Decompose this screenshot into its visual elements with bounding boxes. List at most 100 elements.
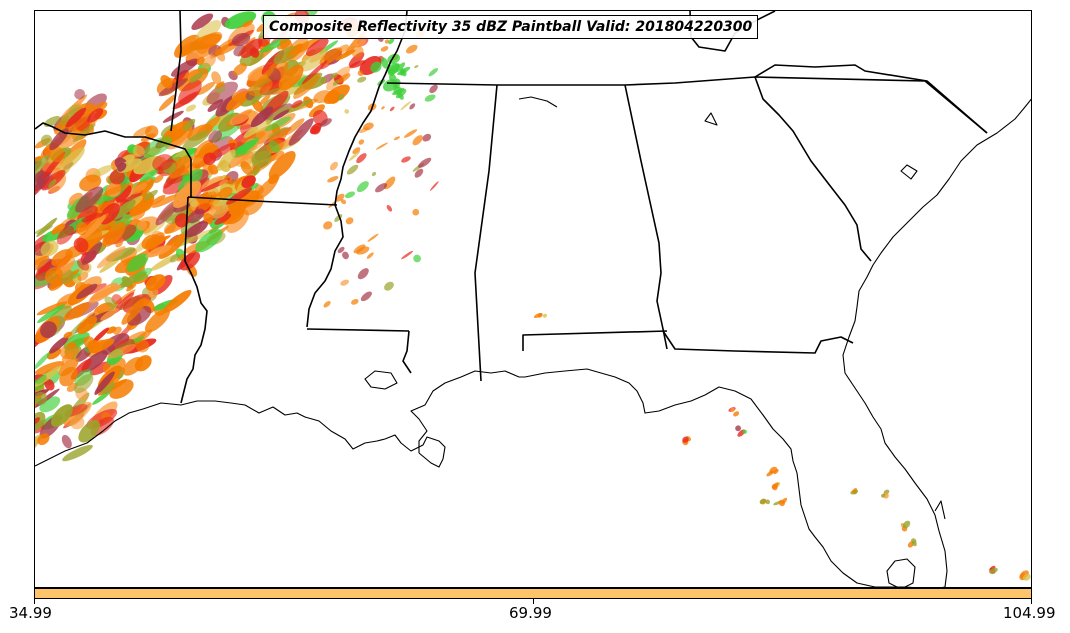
border-ga-sc-savannah <box>754 76 872 262</box>
precip-blob <box>233 63 247 76</box>
precip-blob <box>50 404 73 427</box>
precip-blob <box>730 407 735 412</box>
precip-blob <box>229 112 250 126</box>
precip-blob <box>409 103 416 110</box>
precip-blob <box>852 488 857 493</box>
coastline-texas <box>35 400 446 468</box>
precip-blob <box>158 78 188 97</box>
precip-blob <box>273 109 290 121</box>
precip-blob <box>92 327 110 344</box>
precip-blob <box>35 374 47 385</box>
precip-blob <box>151 194 180 208</box>
island-fl-keys <box>934 500 946 520</box>
precip-blob <box>542 313 547 318</box>
precip-blob <box>75 222 89 236</box>
precip-blob <box>158 233 187 259</box>
precip-blob <box>231 32 251 47</box>
precip-blob <box>61 434 72 449</box>
precip-blob <box>37 433 50 446</box>
precip-blob <box>346 164 359 175</box>
precip-blob <box>73 237 89 253</box>
precip-blob <box>35 361 65 375</box>
precip-blob <box>48 179 57 189</box>
precip-blob <box>356 181 369 193</box>
border-al-fl <box>522 330 668 351</box>
precip-blob <box>195 229 223 253</box>
precip-blob <box>305 38 329 57</box>
precip-blob <box>356 153 367 164</box>
precip-blob <box>386 205 393 212</box>
precip-blob <box>49 128 69 151</box>
precip-blob <box>100 308 119 321</box>
precip-blob <box>62 444 93 462</box>
precip-blob <box>252 150 272 169</box>
precip-blob <box>414 65 419 68</box>
precip-blob <box>91 164 114 178</box>
precip-blob <box>117 162 127 172</box>
precip-blob <box>735 425 742 432</box>
precip-blob <box>104 296 117 309</box>
precip-blob <box>358 139 365 145</box>
precip-blob <box>40 240 59 257</box>
precip-blob <box>160 74 173 89</box>
precip-blob <box>176 253 186 262</box>
lake-marion <box>900 164 918 180</box>
precip-blob <box>96 246 126 269</box>
precip-blob <box>370 61 382 73</box>
coastline-la-delta <box>410 98 1031 587</box>
precip-blob <box>383 79 398 92</box>
precip-blob <box>107 344 137 359</box>
precip-blob <box>35 234 48 258</box>
map-canvas <box>35 11 1031 587</box>
precip-blob <box>345 217 354 225</box>
precip-blob <box>357 70 364 77</box>
precip-blob <box>87 108 104 123</box>
precip-blob <box>81 212 102 223</box>
precip-blob <box>35 154 50 180</box>
border-tx-ok-red-river <box>35 122 192 160</box>
precip-blob <box>759 498 766 504</box>
precip-blob <box>35 255 50 275</box>
precip-blob <box>145 274 166 291</box>
precip-blob <box>183 229 212 245</box>
precip-blob <box>59 366 78 387</box>
precip-blob <box>207 164 219 175</box>
colorbar-tick-label-max: 104.99 <box>1003 604 1056 622</box>
precip-blob <box>327 176 339 183</box>
precip-blob <box>273 106 289 117</box>
precip-blob <box>44 378 55 391</box>
precip-blob <box>35 417 40 428</box>
precip-blob <box>168 155 193 179</box>
precip-blob <box>182 130 210 151</box>
border-ms-al <box>474 84 498 382</box>
precip-blob <box>284 118 305 136</box>
precip-blob <box>337 93 345 101</box>
precip-blob <box>202 54 216 69</box>
precip-blob <box>334 214 343 222</box>
precip-blob <box>240 38 263 58</box>
precip-blob <box>35 419 47 429</box>
precip-blob <box>203 152 217 165</box>
precip-blob <box>293 73 321 99</box>
precip-blob <box>217 149 236 171</box>
precip-blob <box>344 109 350 114</box>
precip-blob <box>79 174 102 192</box>
precip-blob <box>400 101 411 111</box>
precip-blob <box>113 292 135 314</box>
border-la-pearl <box>402 330 412 374</box>
precip-blob <box>259 94 271 106</box>
precip-blob <box>352 36 366 48</box>
precip-blob <box>881 493 886 498</box>
precip-blob <box>418 157 432 168</box>
precip-blob <box>59 107 83 126</box>
precip-blob <box>59 343 79 360</box>
precip-blob <box>742 429 747 434</box>
precip-blob <box>218 179 229 186</box>
precip-blob <box>1022 573 1031 581</box>
precip-blob <box>78 420 101 443</box>
precip-blob <box>268 151 296 180</box>
precip-blob <box>773 469 779 475</box>
precip-blob <box>63 331 73 339</box>
precip-blob <box>429 181 439 191</box>
border-ga-fl <box>662 330 854 354</box>
